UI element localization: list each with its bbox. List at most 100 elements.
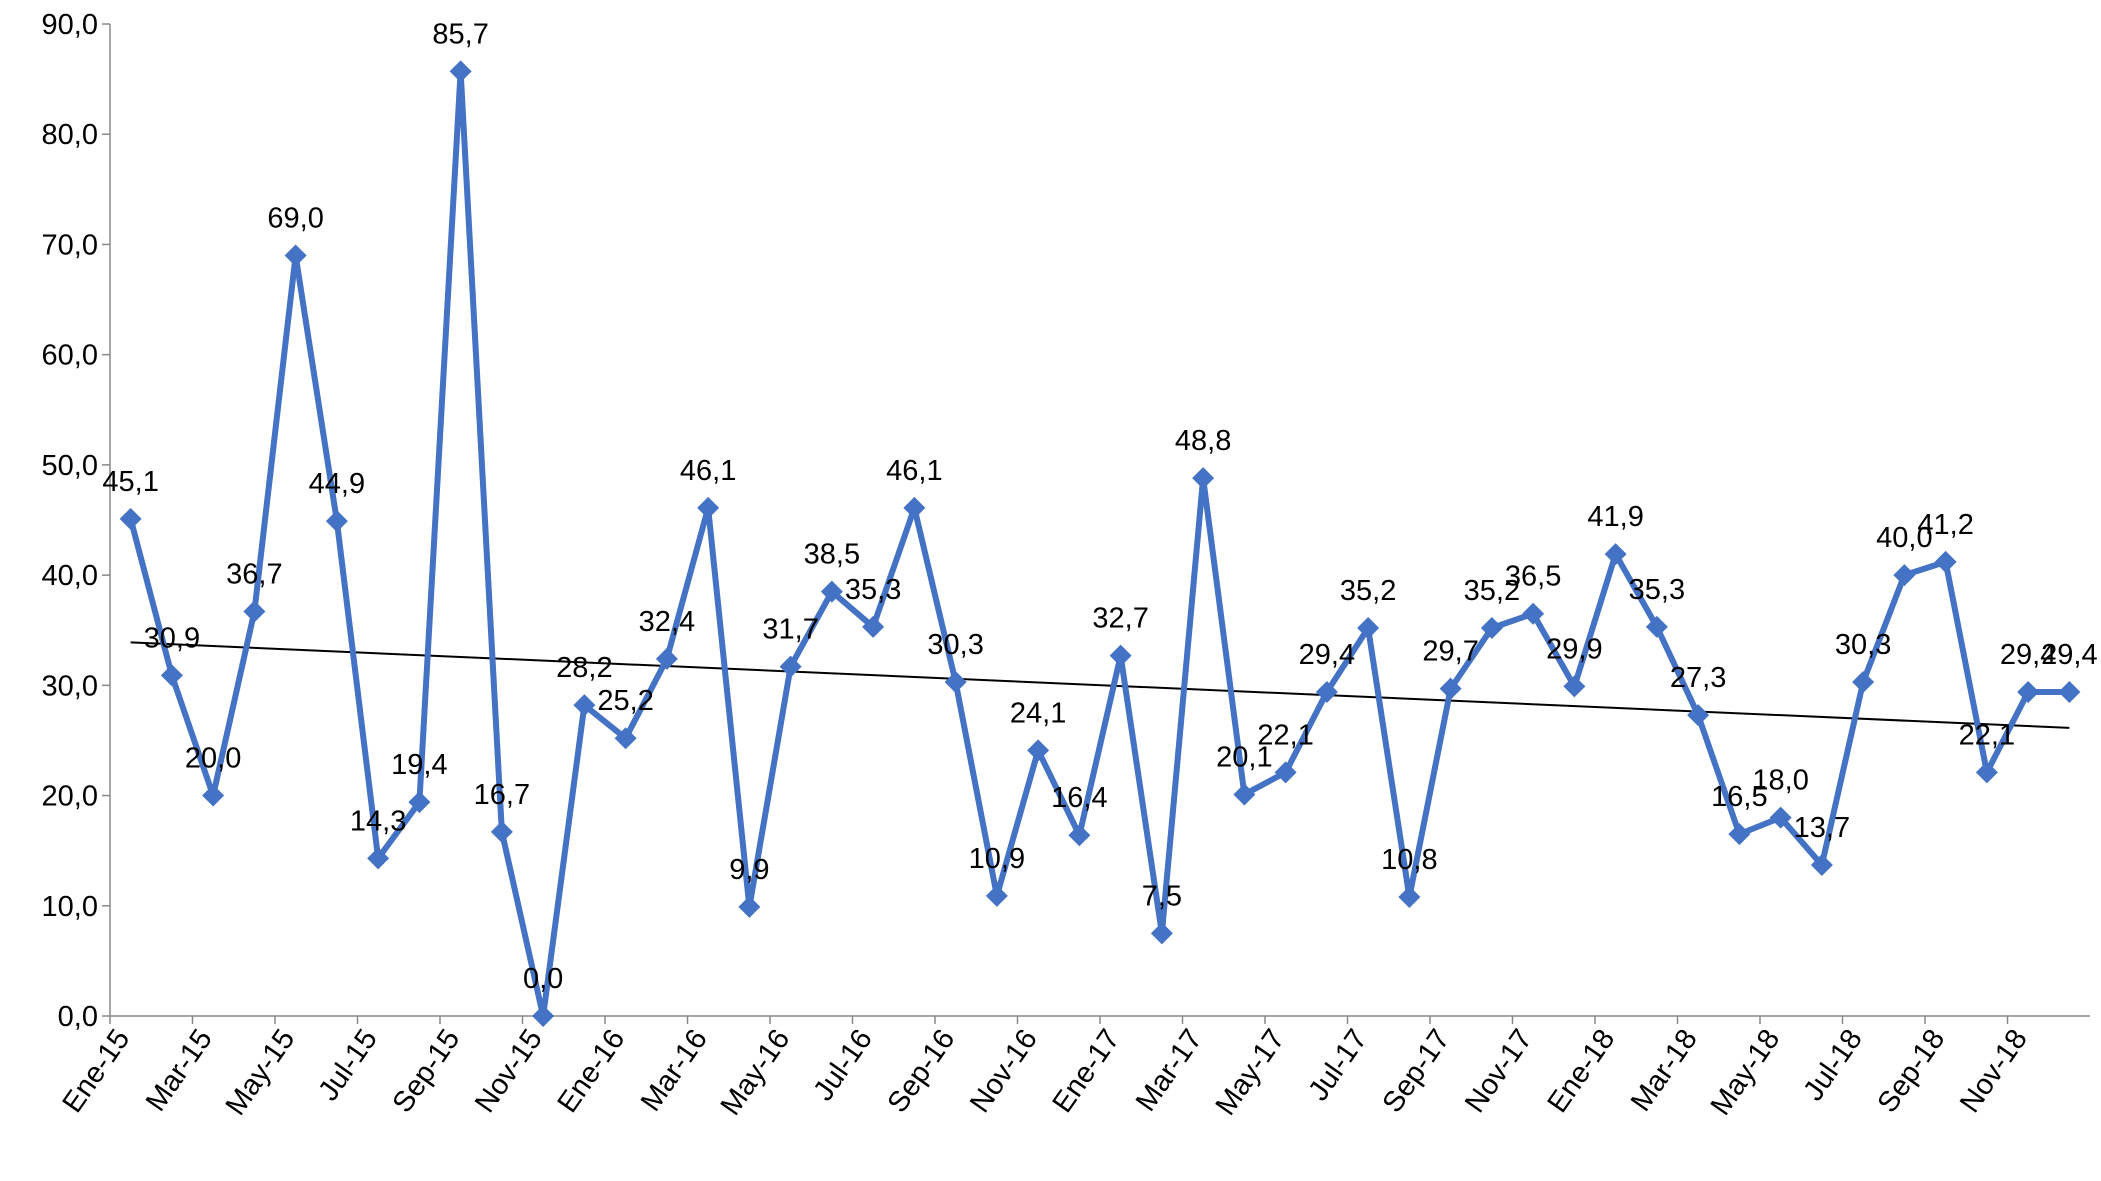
- data-label: 18,0: [1752, 765, 1808, 797]
- x-tick-label: May-17: [1210, 1024, 1292, 1122]
- marker: [1604, 543, 1627, 566]
- marker: [1068, 824, 1091, 847]
- marker: [284, 244, 307, 267]
- data-label: 32,7: [1092, 603, 1148, 635]
- data-label: 29,7: [1422, 636, 1478, 668]
- x-tick-label: Nov-17: [1459, 1024, 1539, 1119]
- marker: [1109, 644, 1132, 667]
- y-tick-label: 0,0: [58, 1001, 98, 1033]
- data-label: 13,7: [1794, 812, 1850, 844]
- data-label: 22,1: [1959, 719, 2015, 751]
- data-label: 35,3: [845, 574, 901, 606]
- data-label: 69,0: [267, 202, 323, 234]
- series-line: [127, 68, 2070, 1019]
- marker: [1315, 680, 1338, 703]
- data-label: 16,4: [1051, 782, 1107, 814]
- data-label: 41,2: [1917, 509, 1973, 541]
- marker: [1439, 677, 1462, 700]
- marker: [1274, 761, 1297, 784]
- x-tick-label: Mar-16: [635, 1024, 714, 1118]
- data-label: 20,0: [185, 743, 241, 775]
- data-label: 36,7: [226, 558, 282, 590]
- data-label: 48,8: [1175, 425, 1231, 457]
- data-label: 9,9: [729, 854, 769, 886]
- data-label: 22,1: [1257, 719, 1313, 751]
- data-label: 46,1: [886, 455, 942, 487]
- marker: [738, 895, 761, 918]
- marker: [119, 507, 142, 530]
- x-tick-label: May-16: [715, 1024, 797, 1122]
- data-label: 46,1: [680, 455, 736, 487]
- x-tick-label: May-15: [220, 1024, 302, 1122]
- marker: [243, 600, 266, 623]
- marker: [1852, 671, 1875, 694]
- data-label: 10,8: [1381, 844, 1437, 876]
- x-tick-label: Mar-15: [140, 1024, 219, 1118]
- x-tick-label: Jul-15: [312, 1024, 384, 1107]
- marker: [367, 847, 390, 870]
- data-label: 40,0: [1876, 522, 1932, 554]
- marker: [408, 791, 431, 814]
- marker: [697, 496, 720, 519]
- data-label: 19,4: [391, 749, 447, 781]
- x-tick-label: Sep-15: [387, 1024, 467, 1119]
- marker: [903, 496, 926, 519]
- data-label: 30,9: [144, 622, 200, 654]
- x-tick-label: May-18: [1705, 1024, 1787, 1122]
- data-label: 0,0: [523, 963, 563, 995]
- x-tick-label: Sep-16: [882, 1024, 962, 1119]
- y-tick-label: 70,0: [42, 229, 98, 261]
- marker: [1728, 823, 1751, 846]
- x-tick-label: Nov-15: [469, 1024, 549, 1119]
- data-label: 35,3: [1629, 574, 1685, 606]
- data-label: 41,9: [1587, 501, 1643, 533]
- y-tick-label: 90,0: [42, 9, 98, 41]
- marker: [779, 655, 802, 678]
- marker: [1934, 550, 1957, 573]
- marker: [985, 884, 1008, 907]
- marker: [1357, 617, 1380, 640]
- marker: [1522, 602, 1545, 625]
- marker: [573, 694, 596, 717]
- y-tick-label: 50,0: [42, 450, 98, 482]
- marker: [1687, 704, 1710, 727]
- data-label: 32,4: [639, 606, 695, 638]
- data-label: 30,3: [1835, 629, 1891, 661]
- marker: [862, 615, 885, 638]
- data-label: 16,7: [474, 779, 530, 811]
- data-label: 85,7: [432, 18, 488, 50]
- x-tick-label: Ene-15: [57, 1024, 137, 1119]
- data-label: 35,2: [1464, 575, 1520, 607]
- marker: [1893, 564, 1916, 587]
- x-tick-label: Nov-18: [1954, 1024, 2034, 1119]
- y-tick-label: 80,0: [42, 119, 98, 151]
- data-label: 29,9: [1546, 633, 1602, 665]
- y-tick-label: 60,0: [42, 340, 98, 372]
- x-tick-label: Sep-18: [1872, 1024, 1952, 1119]
- marker: [1150, 922, 1173, 945]
- x-tick-label: Nov-16: [964, 1024, 1044, 1119]
- data-label: 10,9: [969, 843, 1025, 875]
- marker: [1192, 467, 1215, 490]
- marker: [655, 647, 678, 670]
- x-tick-label: Mar-18: [1625, 1024, 1704, 1118]
- x-tick-label: Mar-17: [1130, 1024, 1209, 1118]
- marker: [1027, 739, 1050, 762]
- data-label: 38,5: [804, 539, 860, 571]
- data-label: 29,4: [2041, 639, 2097, 671]
- marker: [2017, 680, 2040, 703]
- y-tick-label: 20,0: [42, 781, 98, 813]
- data-label: 29,4: [2000, 639, 2056, 671]
- x-tick-label: Jul-16: [807, 1024, 879, 1107]
- marker: [820, 580, 843, 603]
- data-label: 44,9: [309, 468, 365, 500]
- marker: [614, 727, 637, 750]
- data-label: 16,5: [1711, 781, 1767, 813]
- marker: [490, 820, 513, 843]
- x-tick-label: Jul-17: [1302, 1024, 1374, 1107]
- marker: [325, 510, 348, 533]
- marker: [1398, 885, 1421, 908]
- marker: [1480, 617, 1503, 640]
- marker: [449, 60, 472, 83]
